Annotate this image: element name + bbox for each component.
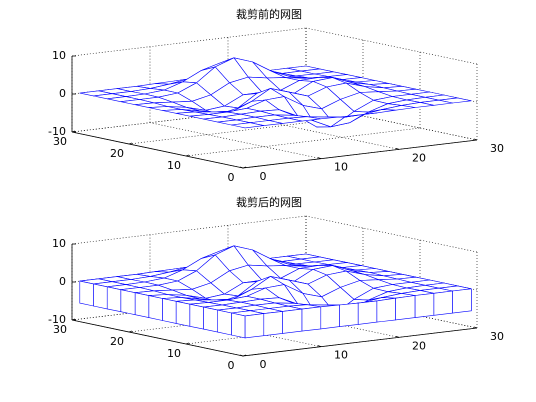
z-tick-label: -10 — [48, 125, 66, 138]
curtain-panel — [217, 309, 232, 336]
z-tick-label: 10 — [52, 237, 66, 250]
y-tick-label: 20 — [110, 147, 124, 160]
curtain-panel — [395, 295, 416, 321]
grid-line — [149, 122, 322, 159]
z-tick-label: 0 — [59, 87, 66, 100]
curtain-panel — [189, 303, 204, 330]
y-tick-label: 0 — [228, 171, 235, 184]
grid-line — [185, 127, 421, 157]
curtain-panel — [162, 298, 177, 324]
grid-line — [227, 113, 400, 150]
curtain-panel — [175, 300, 191, 327]
curtain-panel — [301, 306, 322, 332]
chart-title: 裁剪后的网图 — [236, 195, 302, 209]
grid-line — [305, 27, 478, 65]
y-tick-label: 20 — [110, 335, 124, 348]
curtain-panel — [282, 308, 303, 334]
x-tick-label: 20 — [412, 151, 426, 164]
mesh-cell — [231, 122, 265, 129]
curtain-panel — [203, 306, 218, 333]
curtain-panel — [148, 295, 163, 321]
y-tick-label: 30 — [53, 323, 67, 336]
grid-line — [71, 215, 307, 245]
axis-line — [71, 131, 244, 169]
x-tick-label: 0 — [260, 170, 267, 183]
grid-line — [128, 115, 364, 145]
y-tick-label: 10 — [167, 347, 181, 360]
grid-line — [305, 215, 478, 253]
grid-line — [71, 27, 307, 57]
curtain-panel — [339, 302, 359, 327]
curtain-panel — [120, 289, 136, 316]
curtain-panel — [231, 312, 246, 339]
y-tick-label: 0 — [228, 359, 235, 372]
x-tick-label: 30 — [490, 142, 504, 155]
y-tick-label: 10 — [167, 159, 181, 172]
chart-title: 裁剪前的网图 — [236, 7, 302, 21]
x-tick-label: 20 — [412, 339, 426, 352]
z-tick-label: -10 — [48, 313, 66, 326]
curtain-panel — [263, 311, 283, 337]
x-tick-label: 0 — [260, 358, 267, 371]
z-tick-label: 10 — [52, 49, 66, 62]
curtain-panel — [106, 286, 122, 313]
curtain-panel — [320, 304, 340, 330]
axis-line — [242, 139, 478, 169]
curtain-panel — [357, 300, 378, 325]
grid-line — [305, 103, 478, 141]
curtain-panel — [414, 292, 435, 318]
y-tick-label: 30 — [53, 135, 67, 148]
x-tick-label: 10 — [334, 349, 348, 362]
axis-line — [71, 319, 244, 357]
curtain-panel — [433, 290, 453, 316]
curtain-panel — [79, 280, 94, 307]
grid-line — [71, 103, 307, 133]
curtain-panel — [376, 297, 396, 323]
x-tick-label: 30 — [490, 330, 504, 343]
axis-line — [242, 327, 478, 357]
curtain-panel — [134, 292, 150, 318]
curtain-panel — [93, 283, 108, 310]
curtain-panel — [452, 288, 472, 314]
curtain-panel — [244, 313, 265, 339]
z-tick-label: 0 — [59, 275, 66, 288]
x-tick-label: 10 — [334, 161, 348, 174]
